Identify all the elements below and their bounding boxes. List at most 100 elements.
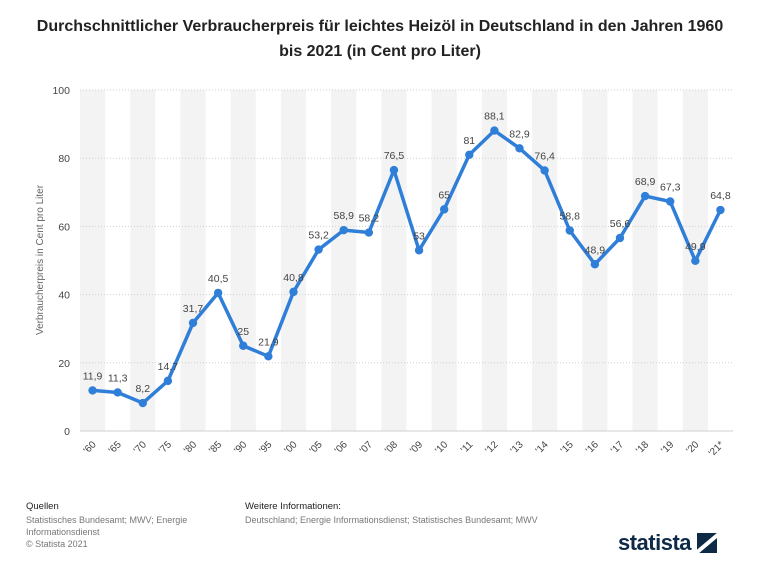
data-point bbox=[615, 233, 625, 243]
x-tick-label: '13 bbox=[509, 439, 526, 456]
x-tick-label: '18 bbox=[634, 439, 651, 456]
data-point bbox=[414, 246, 424, 255]
data-label: 76,5 bbox=[384, 150, 405, 162]
data-label: 67,3 bbox=[660, 182, 681, 194]
y-tick-label: 0 bbox=[64, 426, 70, 438]
statista-logo-icon bbox=[697, 533, 718, 553]
data-label: 53 bbox=[413, 230, 425, 242]
data-point bbox=[138, 398, 147, 408]
x-tick-label: '70 bbox=[132, 439, 149, 456]
x-tick-label: '05 bbox=[308, 439, 325, 456]
column-band bbox=[230, 90, 256, 431]
data-label: 11,3 bbox=[108, 372, 128, 384]
gridlines bbox=[80, 89, 733, 432]
x-tick-label: '00 bbox=[283, 439, 300, 456]
data-label: 8,2 bbox=[135, 383, 150, 395]
data-label: 68,9 bbox=[635, 176, 656, 188]
column-band bbox=[532, 90, 558, 431]
data-point bbox=[666, 197, 675, 206]
x-tick-label: '11 bbox=[459, 439, 476, 456]
data-label: 49,9 bbox=[685, 241, 706, 253]
data-point bbox=[640, 191, 650, 201]
data-point bbox=[515, 144, 524, 153]
data-point bbox=[314, 245, 323, 254]
data-point bbox=[364, 228, 374, 237]
data-label: 82,9 bbox=[509, 128, 530, 140]
data-point bbox=[691, 256, 700, 266]
data-label: 64,8 bbox=[710, 190, 731, 202]
statista-logo[interactable]: statista bbox=[618, 528, 718, 558]
data-point bbox=[590, 260, 600, 269]
y-tick-label: 60 bbox=[58, 221, 70, 233]
data-label: 76,4 bbox=[534, 150, 555, 162]
x-tick-label: '14 bbox=[534, 439, 551, 456]
data-point bbox=[716, 205, 725, 215]
data-point bbox=[163, 376, 173, 386]
data-label: 11,9 bbox=[83, 370, 103, 382]
data-label: 40,8 bbox=[283, 272, 304, 284]
data-label: 53,2 bbox=[308, 230, 329, 242]
x-tick-label: '90 bbox=[232, 439, 249, 456]
y-tick-label: 80 bbox=[58, 153, 70, 165]
x-tick-label: '15 bbox=[559, 439, 576, 456]
column-band bbox=[180, 90, 206, 431]
chart-title: Durchschnittlicher Verbraucherpreis für … bbox=[36, 18, 724, 60]
column-band bbox=[280, 90, 307, 431]
x-tick-label: '17 bbox=[609, 439, 626, 456]
x-tick-label: '16 bbox=[584, 439, 601, 456]
data-label: 58,9 bbox=[333, 210, 354, 222]
data-label: 65 bbox=[438, 189, 450, 201]
series-line-path bbox=[92, 128, 723, 405]
x-tick-label: '21* bbox=[707, 439, 727, 459]
x-tick-label: '08 bbox=[383, 439, 400, 456]
x-tick-label: '12 bbox=[484, 439, 501, 456]
x-tick-label: '60 bbox=[82, 439, 99, 456]
data-point bbox=[188, 318, 198, 328]
data-point bbox=[439, 205, 449, 214]
data-label: 58,8 bbox=[560, 210, 581, 222]
data-point bbox=[289, 287, 298, 297]
data-point bbox=[239, 341, 248, 350]
data-label: 31,7 bbox=[183, 303, 204, 315]
y-axis: 0 20 40 60 80 100 bbox=[52, 85, 70, 438]
column-band bbox=[431, 90, 457, 431]
x-tick-label: '80 bbox=[182, 439, 199, 456]
data-point bbox=[540, 166, 549, 175]
column-band bbox=[481, 90, 507, 431]
data-point bbox=[465, 150, 474, 159]
data-label: 40,5 bbox=[208, 273, 229, 285]
data-point bbox=[264, 352, 273, 361]
y-tick-label: 20 bbox=[58, 358, 70, 370]
y-tick-label: 40 bbox=[58, 290, 70, 302]
column-bands bbox=[80, 90, 708, 431]
data-point bbox=[490, 126, 499, 135]
series-points bbox=[88, 126, 725, 408]
x-tick-label: '75 bbox=[157, 439, 174, 456]
x-tick-label: '20 bbox=[684, 439, 701, 456]
x-tick-label: '65 bbox=[107, 439, 124, 456]
data-labels: 11,9 11,3 8,2 14,7 31,7 40,5 25 21,9 40,8 53,2 58,… bbox=[83, 111, 731, 395]
column-band bbox=[130, 90, 156, 431]
data-point bbox=[565, 226, 574, 235]
data-point bbox=[339, 225, 348, 235]
x-tick-label: '10 bbox=[433, 439, 450, 456]
series-line bbox=[92, 128, 723, 405]
data-label: 81 bbox=[463, 135, 475, 147]
column-band bbox=[331, 90, 357, 431]
data-point bbox=[213, 288, 223, 298]
data-label: 88,1 bbox=[484, 111, 505, 123]
x-tick-label: '07 bbox=[358, 439, 375, 456]
x-tick-label: '09 bbox=[408, 439, 425, 456]
data-label: 56,6 bbox=[610, 218, 631, 230]
column-band bbox=[381, 90, 407, 431]
column-band bbox=[632, 90, 658, 431]
y-axis-label: Verbraucherpreis in Cent pro Liter bbox=[35, 184, 46, 335]
data-point bbox=[88, 386, 97, 395]
data-point bbox=[113, 388, 122, 397]
data-label: 21,9 bbox=[258, 336, 279, 348]
x-axis: '60 '65 '70 '75 '80 '85 '90 '95 '00 '05 '06 '07 '08 '… bbox=[82, 439, 727, 459]
x-tick-label: '06 bbox=[333, 439, 350, 456]
column-band bbox=[80, 90, 106, 431]
y-tick-label: 100 bbox=[52, 85, 70, 97]
